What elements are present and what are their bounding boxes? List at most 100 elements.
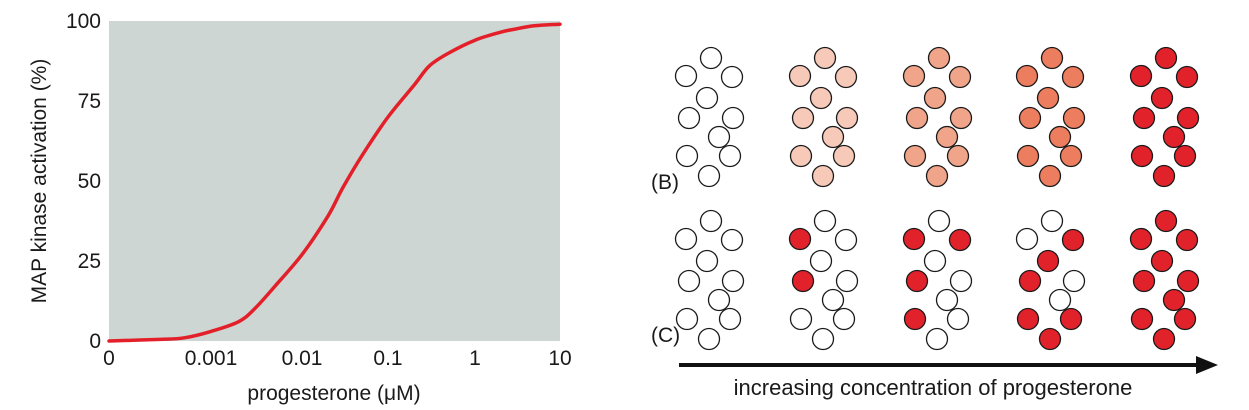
y-tick-label: 75	[78, 90, 101, 113]
oocyte-cell	[1132, 269, 1156, 293]
oocyte-cell	[1015, 64, 1039, 88]
panel-b-label: (B)	[651, 171, 679, 194]
oocyte-cell	[721, 269, 745, 293]
oocyte-cell	[1038, 327, 1062, 351]
oocyte-cell	[1059, 144, 1083, 168]
oocyte-cell	[903, 144, 927, 168]
increasing-arrow	[679, 356, 1218, 374]
oocyte-cell	[1036, 249, 1060, 273]
oocyte-cell	[675, 307, 699, 331]
x-tick-label: 0	[103, 347, 115, 370]
oocyte-cell	[791, 269, 815, 293]
oocyte-cell	[675, 144, 699, 168]
oocyte-cell	[935, 125, 959, 149]
cell-group-c	[1015, 209, 1086, 351]
oocyte-cell	[697, 327, 721, 351]
oocyte-cell	[1162, 288, 1186, 312]
oocyte-cell	[832, 144, 856, 168]
oocyte-cell	[1062, 269, 1086, 293]
oocyte-cell	[902, 64, 926, 88]
oocyte-cell	[699, 209, 723, 233]
oocyte-cell	[1061, 228, 1085, 252]
cell-group-b	[1015, 46, 1086, 188]
oocyte-cell	[1062, 106, 1086, 130]
y-tick-label: 100	[66, 10, 101, 33]
oocyte-cell	[695, 86, 719, 110]
oocyte-cell	[1048, 125, 1072, 149]
oocyte-cell	[1018, 106, 1042, 130]
oocyte-cell	[699, 46, 723, 70]
cell-group-c	[674, 209, 745, 351]
oocyte-cell	[718, 144, 742, 168]
oocyte-cell	[923, 249, 947, 273]
panel-c-cells	[674, 209, 1200, 351]
x-tick-label: 0.01	[282, 347, 323, 370]
y-axis-title: MAP kinase activation (%)	[28, 59, 51, 304]
oocyte-cell	[1129, 64, 1153, 88]
oocyte-cell	[1016, 144, 1040, 168]
oocyte-cell	[677, 269, 701, 293]
oocyte-cell	[1061, 65, 1085, 89]
oocyte-cell	[813, 46, 837, 70]
oocyte-cell	[1175, 65, 1199, 89]
oocyte-cell	[949, 269, 973, 293]
oocyte-cell	[791, 106, 815, 130]
oocyte-cell	[721, 106, 745, 130]
oocyte-cell	[946, 144, 970, 168]
oocyte-cell	[923, 86, 947, 110]
oocyte-cell	[809, 249, 833, 273]
oocyte-cell	[927, 46, 951, 70]
oocyte-cell	[927, 209, 951, 233]
cell-group-c	[1129, 209, 1200, 351]
arrow-head-icon	[1196, 356, 1218, 374]
cell-group-b	[1129, 46, 1200, 188]
oocyte-cell	[788, 64, 812, 88]
x-axis-title: progesterone (μM)	[247, 382, 420, 405]
oocyte-cell	[1059, 307, 1083, 331]
y-tick-label: 25	[78, 250, 101, 273]
oocyte-cell	[1040, 209, 1064, 233]
plot-background	[109, 21, 560, 341]
oocyte-cell	[949, 106, 973, 130]
oocyte-cell	[720, 228, 744, 252]
cell-group-b	[902, 46, 973, 188]
oocyte-cell	[811, 327, 835, 351]
oocyte-cell	[948, 65, 972, 89]
cell-group-c	[902, 209, 973, 351]
oocyte-cell	[695, 249, 719, 273]
y-tick-label: 0	[89, 330, 101, 353]
oocyte-cell	[718, 307, 742, 331]
oocyte-cell	[821, 125, 845, 149]
oocyte-cell	[925, 164, 949, 188]
oocyte-cell	[674, 64, 698, 88]
oocyte-cell	[835, 106, 859, 130]
oocyte-cell	[788, 227, 812, 251]
x-tick-label: 0.1	[373, 347, 402, 370]
oocyte-cell	[1173, 307, 1197, 331]
oocyte-cell	[1152, 327, 1176, 351]
oocyte-cell	[1132, 106, 1156, 130]
panel-b-cells	[674, 46, 1200, 188]
oocyte-cell	[1038, 164, 1062, 188]
oocyte-cell	[905, 269, 929, 293]
oocyte-cell	[1130, 144, 1154, 168]
oocyte-cell	[1152, 164, 1176, 188]
oocyte-cell	[1176, 269, 1200, 293]
oocyte-cell	[925, 327, 949, 351]
panel-c-label: (C)	[651, 324, 680, 347]
cell-group-b	[674, 46, 745, 188]
oocyte-cell	[903, 307, 927, 331]
oocyte-cell	[1040, 46, 1064, 70]
oocyte-cell	[1162, 125, 1186, 149]
oocyte-cell	[707, 125, 731, 149]
oocyte-cell	[821, 288, 845, 312]
oocyte-cell	[720, 65, 744, 89]
oocyte-cell	[789, 144, 813, 168]
oocyte-cell	[707, 288, 731, 312]
oocyte-cell	[697, 164, 721, 188]
oocyte-cell	[1154, 209, 1178, 233]
oocyte-cell	[1175, 228, 1199, 252]
